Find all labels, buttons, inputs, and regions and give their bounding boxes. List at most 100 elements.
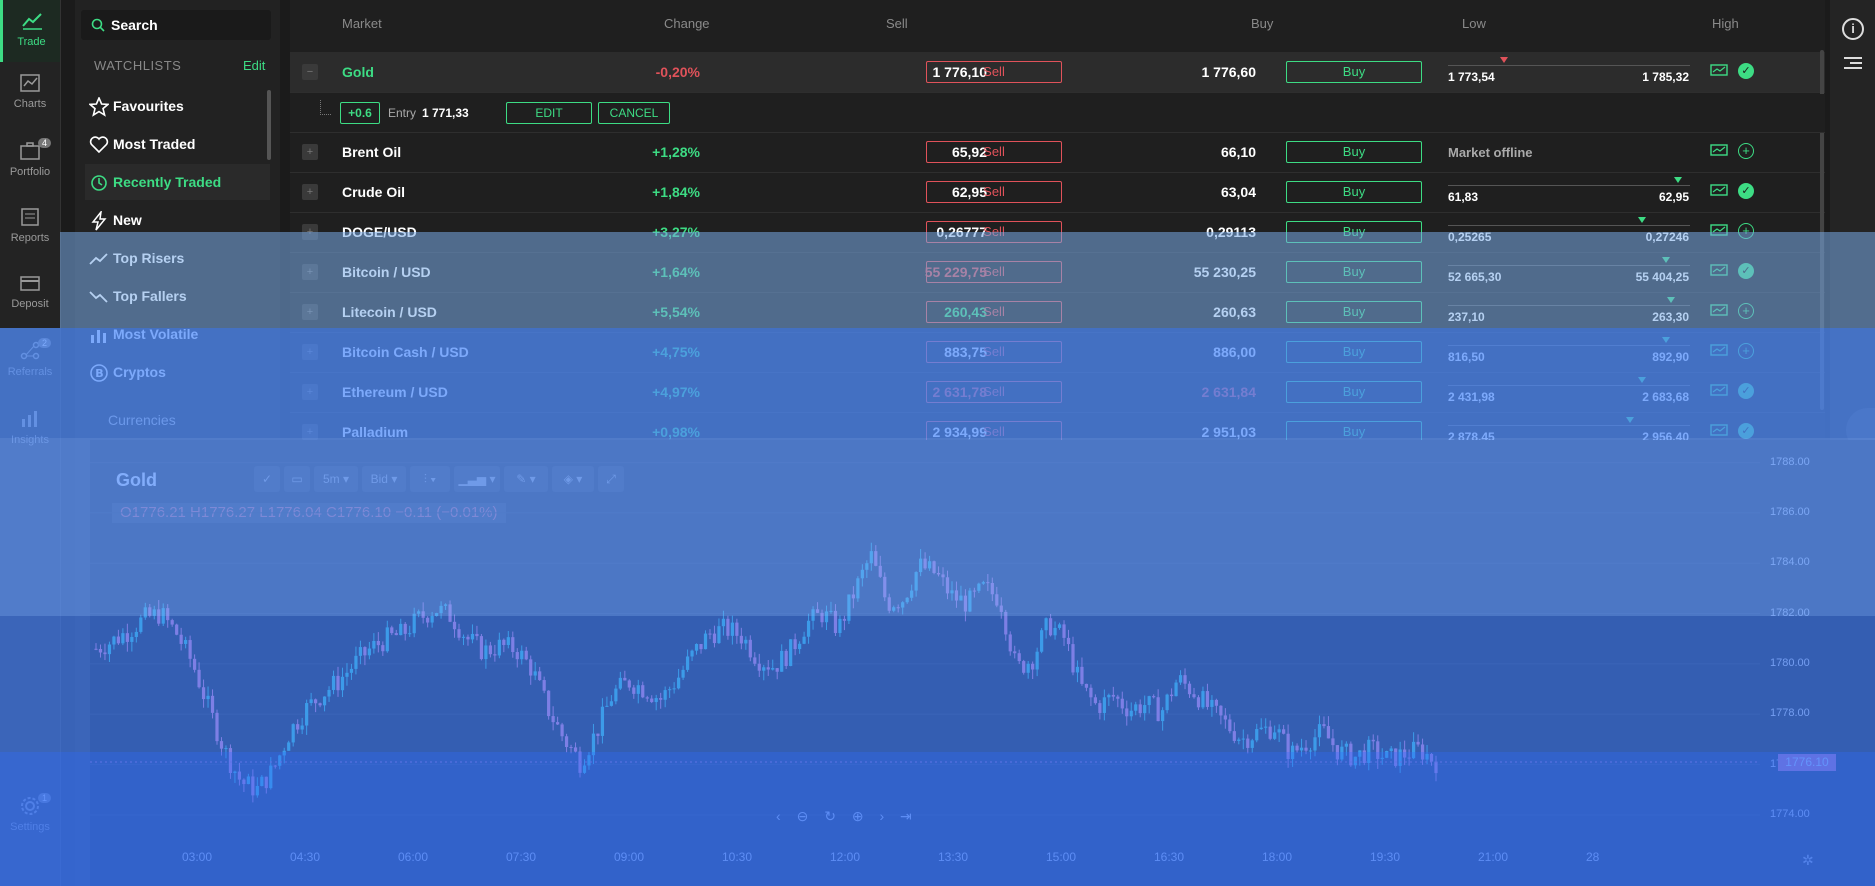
chart-monitor-icon[interactable] [1710,264,1728,278]
chart-settings-icon[interactable]: ✲ [1802,852,1814,868]
market-name[interactable]: DOGE/USD [342,224,417,240]
market-row[interactable]: + Litecoin / USD +5,54% 260,43 Sell 260,63 Buy… [290,292,1825,333]
watchlist-recently-traded[interactable]: Recently Traded [85,164,270,200]
zoom-out-icon[interactable]: ⊖ [796,808,809,824]
watchlist-top-risers[interactable]: Top Risers [85,240,270,276]
sell-button[interactable]: Sell [926,181,1062,203]
sell-button[interactable]: Sell [926,61,1062,83]
expand-toggle-icon[interactable]: + [302,184,318,200]
add-to-watchlist-icon[interactable]: + [1738,223,1754,239]
expand-toggle-icon[interactable]: + [302,224,318,240]
collapse-panel-icon[interactable] [1844,56,1862,72]
buy-button[interactable]: Buy [1286,141,1422,163]
sell-button[interactable]: Sell [926,341,1062,363]
market-name[interactable]: Litecoin / USD [342,304,437,320]
col-market[interactable]: Market [342,16,382,31]
market-row[interactable]: − Gold -0,20% 1 776,10 Sell 1 776,60 Buy 1 773,… [290,52,1825,93]
market-name[interactable]: Bitcoin / USD [342,264,431,280]
buy-button[interactable]: Buy [1286,181,1422,203]
sell-button[interactable]: Sell [926,141,1062,163]
sell-button[interactable]: Sell [926,221,1062,243]
expand-toggle-icon[interactable]: + [302,424,318,440]
col-buy[interactable]: Buy [1251,16,1274,31]
watchlist-top-fallers[interactable]: Top Fallers [85,278,270,314]
market-name[interactable]: Brent Oil [342,144,402,160]
chart-monitor-icon[interactable] [1710,304,1728,318]
market-row[interactable]: + Brent Oil +1,28% 65,92 Sell 66,10 Buy Market … [290,132,1825,173]
watchlist-new[interactable]: New [85,202,270,238]
add-to-watchlist-icon[interactable]: + [1738,303,1754,319]
expand-toggle-icon[interactable]: + [302,344,318,360]
buy-button[interactable]: Buy [1286,261,1422,283]
col-low[interactable]: Low [1462,16,1486,31]
market-row[interactable]: + Crude Oil +1,84% 62,95 Sell 63,04 Buy 61,83 62… [290,172,1825,213]
tracking-check-icon[interactable]: ✓ [1738,383,1754,399]
tracking-check-icon[interactable]: ✓ [1738,423,1754,439]
watchlist-cryptos[interactable]: B Cryptos [85,354,270,390]
chart-monitor-icon[interactable] [1710,184,1728,198]
scroll-left-icon[interactable]: ‹ [776,808,781,824]
market-name[interactable]: Crude Oil [342,184,406,200]
market-name[interactable]: Gold [342,64,374,80]
table-scrollbar[interactable] [1820,50,1824,410]
expand-toggle-icon[interactable]: + [302,144,318,160]
col-sell[interactable]: Sell [886,16,908,31]
rail-item-portfolio[interactable]: Portfolio 4 [0,130,60,192]
scroll-right-icon[interactable]: › [879,808,885,824]
watchlist-most-volatile[interactable]: Most Volatile [85,316,270,352]
expand-toggle-icon[interactable]: − [302,64,318,80]
market-row[interactable]: + Bitcoin Cash / USD +4,75% 883,75 Sell 886,0… [290,332,1825,373]
sell-button[interactable]: Sell [926,261,1062,283]
chart-monitor-icon[interactable] [1710,144,1728,158]
rail-item-referrals[interactable]: Referrals 2 [0,330,60,392]
buy-button[interactable]: Buy [1286,341,1422,363]
expand-toggle-icon[interactable]: + [302,384,318,400]
tracking-check-icon[interactable]: ✓ [1738,63,1754,79]
tracking-check-icon[interactable]: ✓ [1738,263,1754,279]
watchlists-edit-link[interactable]: Edit [243,58,266,73]
rail-item-reports[interactable]: Reports [0,196,60,258]
tracking-check-icon[interactable]: ✓ [1738,183,1754,199]
market-name[interactable]: Ethereum / USD [342,384,448,400]
chart-monitor-icon[interactable] [1710,224,1728,238]
watchlist-most-traded[interactable]: Most Traded [85,126,270,162]
zoom-in-icon[interactable]: ⊕ [851,808,864,824]
sell-button[interactable]: Sell [926,301,1062,323]
currencies-section-label[interactable]: Currencies [108,412,176,428]
rail-item-insights[interactable]: Insights [0,398,60,460]
chart-monitor-icon[interactable] [1710,64,1728,78]
buy-button[interactable]: Buy [1286,61,1422,83]
market-row[interactable]: + DOGE/USD +3,27% 0,26777 Sell 0,29113 Buy 0,25… [290,212,1825,253]
buy-button[interactable]: Buy [1286,221,1422,243]
market-name[interactable]: Palladium [342,424,409,440]
rail-item-trade[interactable]: Trade [0,0,60,62]
edit-position-button[interactable]: EDIT [506,102,592,124]
chart-monitor-icon[interactable] [1710,384,1728,398]
market-row[interactable]: + Ethereum / USD +4,97% 2 631,78 Sell 2 631,8… [290,372,1825,413]
expand-toggle-icon[interactable]: + [302,304,318,320]
col-change[interactable]: Change [664,16,710,31]
market-row[interactable]: + Bitcoin / USD +1,64% 55 229,75 Sell 55 230,… [290,252,1825,293]
market-name[interactable]: Bitcoin Cash / USD [342,344,469,360]
sell-button[interactable]: Sell [926,381,1062,403]
candle-body [623,677,627,681]
add-to-watchlist-icon[interactable]: + [1738,143,1754,159]
watchlist-favourites[interactable]: Favourites [85,88,270,124]
col-high[interactable]: High [1712,16,1739,31]
info-icon[interactable]: i [1842,18,1864,40]
buy-button[interactable]: Buy [1286,301,1422,323]
expand-toggle-icon[interactable]: + [302,264,318,280]
search-input[interactable]: Search [81,10,271,40]
candlestick-plot[interactable] [90,440,1770,840]
rail-item-settings[interactable]: Settings 1 [0,785,60,847]
go-latest-icon[interactable]: ⇥ [900,808,912,824]
sidebar-scrollbar[interactable] [267,90,271,160]
chart-monitor-icon[interactable] [1710,424,1728,438]
rail-item-charts[interactable]: Charts [0,62,60,124]
reset-icon[interactable]: ↻ [824,808,836,824]
cancel-position-button[interactable]: CANCEL [598,102,670,124]
rail-item-deposit[interactable]: Deposit [0,262,60,324]
buy-button[interactable]: Buy [1286,381,1422,403]
add-to-watchlist-icon[interactable]: + [1738,343,1754,359]
chart-monitor-icon[interactable] [1710,344,1728,358]
